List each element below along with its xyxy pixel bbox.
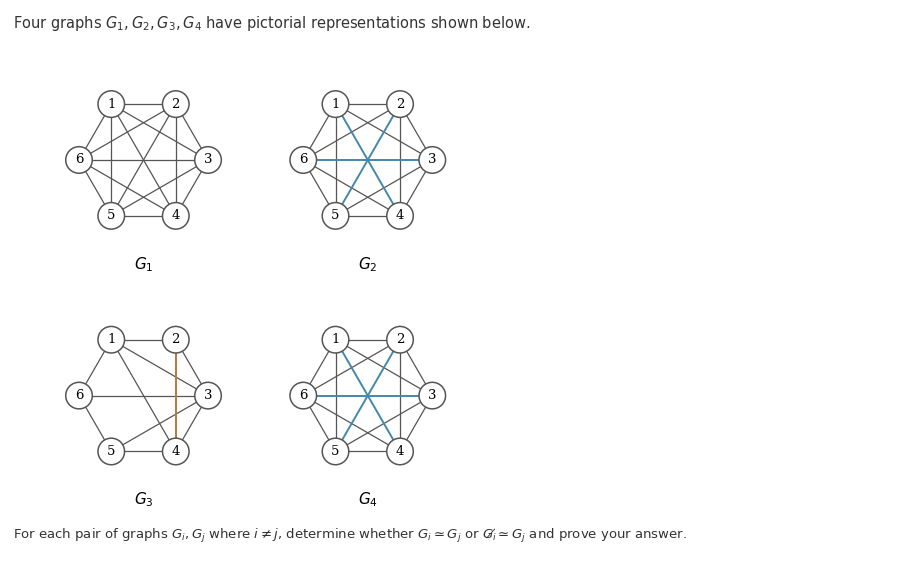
Text: 1: 1 [331, 98, 340, 111]
Text: 2: 2 [396, 333, 405, 346]
Text: $G_2$: $G_2$ [358, 255, 378, 274]
Circle shape [195, 146, 222, 173]
Circle shape [98, 327, 125, 353]
Text: 3: 3 [204, 154, 213, 167]
Circle shape [98, 438, 125, 465]
Text: 6: 6 [74, 154, 83, 167]
Text: 4: 4 [396, 209, 405, 222]
Circle shape [387, 327, 414, 353]
Text: 3: 3 [428, 154, 437, 167]
Text: $G_4$: $G_4$ [358, 490, 378, 509]
Circle shape [322, 203, 349, 229]
Circle shape [387, 91, 414, 117]
Circle shape [387, 438, 414, 465]
Circle shape [162, 91, 189, 117]
Text: 5: 5 [331, 445, 340, 458]
Circle shape [162, 438, 189, 465]
Circle shape [419, 146, 446, 173]
Circle shape [322, 438, 349, 465]
Text: 4: 4 [171, 209, 180, 222]
Text: 1: 1 [107, 333, 116, 346]
Circle shape [419, 382, 446, 409]
Circle shape [65, 382, 92, 409]
Text: Four graphs $G_1, G_2, G_3, G_4$ have pictorial representations shown below.: Four graphs $G_1, G_2, G_3, G_4$ have pi… [13, 14, 531, 33]
Text: 5: 5 [107, 209, 116, 222]
Circle shape [290, 146, 317, 173]
Text: 2: 2 [171, 98, 180, 111]
Circle shape [322, 327, 349, 353]
Circle shape [290, 382, 317, 409]
Text: 5: 5 [331, 209, 340, 222]
Text: $G_1$: $G_1$ [134, 255, 153, 274]
Text: 2: 2 [171, 333, 180, 346]
Text: $G_3$: $G_3$ [134, 490, 153, 509]
Circle shape [65, 146, 92, 173]
Circle shape [387, 203, 414, 229]
Text: 6: 6 [299, 154, 308, 167]
Circle shape [162, 327, 189, 353]
Text: 1: 1 [107, 98, 116, 111]
Text: 6: 6 [299, 389, 308, 402]
Text: For each pair of graphs $G_i, G_j$ where $i \neq j$, determine whether $G_i \sim: For each pair of graphs $G_i, G_j$ where… [13, 527, 687, 545]
Text: 1: 1 [331, 333, 340, 346]
Circle shape [98, 91, 125, 117]
Text: 4: 4 [171, 445, 180, 458]
Circle shape [195, 382, 222, 409]
Text: 6: 6 [74, 389, 83, 402]
Text: 2: 2 [396, 98, 405, 111]
Circle shape [98, 203, 125, 229]
Text: 4: 4 [396, 445, 405, 458]
Circle shape [162, 203, 189, 229]
Text: 3: 3 [428, 389, 437, 402]
Text: 5: 5 [107, 445, 116, 458]
Text: 3: 3 [204, 389, 213, 402]
Circle shape [322, 91, 349, 117]
